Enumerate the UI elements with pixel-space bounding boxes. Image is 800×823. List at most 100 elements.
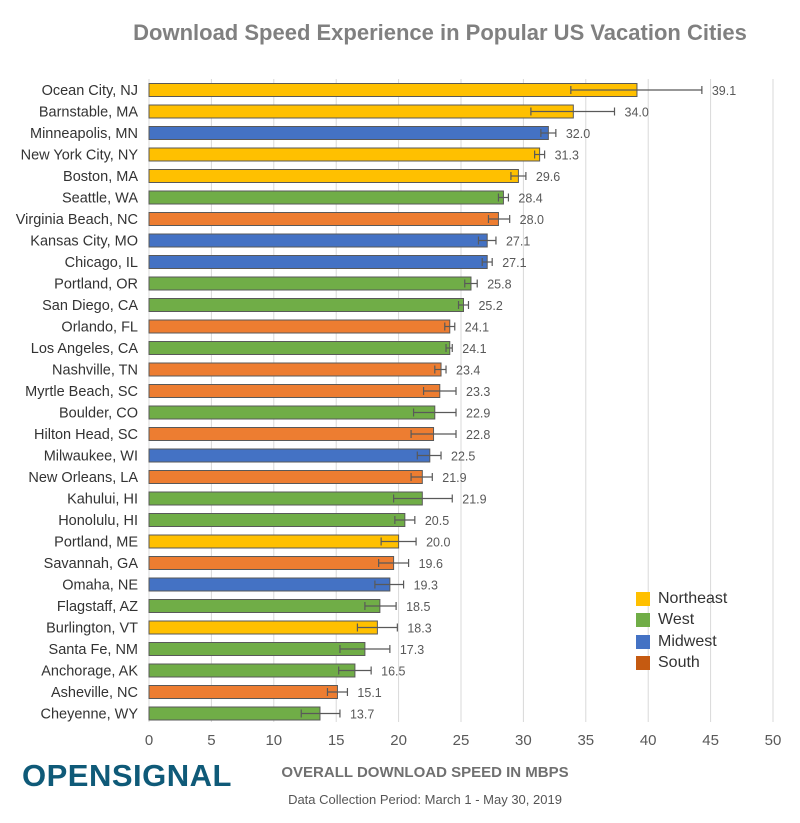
error-bar-kahului-hi: [393, 494, 453, 503]
bar-asheville-nc: [148, 685, 338, 699]
value-label-los-angeles-ca: 24.1: [462, 342, 486, 356]
category-label-kahului-hi: Kahului, HI: [67, 492, 138, 508]
x-tick-label: 0: [145, 732, 153, 749]
value-label-barnstable-ma: 34.0: [625, 106, 649, 120]
category-label-kansas-city-mo: Kansas City, MO: [30, 234, 138, 250]
bar-ocean-city-nj: [148, 83, 638, 97]
bar-san-diego-ca: [148, 298, 464, 312]
bar-milwaukee-wi: [148, 448, 431, 463]
bar-seattle-wa: [148, 190, 504, 205]
value-label-flagstaff-az: 18.5: [406, 600, 430, 614]
error-bar-new-york-city-ny: [534, 150, 546, 159]
error-bar-seattle-wa: [497, 193, 510, 202]
error-bar-new-orleans-la: [410, 473, 433, 481]
error-bar-ocean-city-nj: [570, 86, 703, 94]
legend-swatch-south: [636, 656, 650, 671]
x-tick-label: 5: [207, 732, 215, 749]
data-collection-note: Data Collection Period: March 1 - May 30…: [288, 792, 562, 807]
value-label-milwaukee-wi: 22.5: [451, 450, 475, 464]
value-label-cheyenne-wy: 13.7: [350, 708, 374, 722]
category-label-asheville-nc: Asheville, NC: [51, 685, 138, 701]
category-label-savannah-ga: Savannah, GA: [44, 556, 139, 572]
category-label-san-diego-ca: San Diego, CA: [42, 298, 138, 314]
bar-anchorage-ak: [148, 663, 356, 678]
x-tick-label: 30: [515, 732, 532, 749]
value-label-boulder-co: 22.9: [466, 407, 490, 421]
value-labels: 39.1 34.0 32.0 31.3 29.6 28.4 28.0 27.1 27.1 25.8…: [350, 84, 736, 722]
category-label-anchorage-ak: Anchorage, AK: [41, 664, 138, 680]
error-bar-boulder-co: [412, 408, 457, 417]
error-bar-los-angeles-ca: [445, 344, 453, 352]
bar-virginia-beach-nc: [148, 212, 499, 226]
error-bar-san-diego-ca: [457, 301, 470, 309]
category-label-omaha-ne: Omaha, NE: [62, 578, 138, 594]
error-bar-burlington-vt: [356, 623, 398, 632]
bars: [148, 83, 638, 721]
error-bar-myrtle-beach-sc: [422, 387, 457, 395]
category-label-virginia-beach-nc: Virginia Beach, NC: [16, 212, 138, 228]
error-bar-omaha-ne: [374, 580, 405, 589]
x-tick-label: 15: [328, 732, 345, 749]
category-label-milwaukee-wi: Milwaukee, WI: [44, 449, 138, 465]
x-tick-label: 45: [702, 732, 719, 749]
grid-lines: [148, 79, 774, 722]
x-tick-labels: 0 5 10 15 20 25 30 35 40 45 50: [145, 732, 782, 749]
category-label-flagstaff-az: Flagstaff, AZ: [57, 599, 138, 615]
bar-new-york-city-ny: [148, 147, 541, 162]
value-label-kansas-city-mo: 27.1: [506, 235, 530, 249]
legend-item-midwest: Midwest: [636, 631, 727, 653]
chart-title: Download Speed Experience in Popular US …: [133, 20, 747, 45]
value-label-portland-me: 20.0: [426, 536, 450, 550]
error-bar-kansas-city-mo: [477, 236, 497, 245]
bar-orlando-fl: [148, 319, 451, 334]
x-tick-label: 40: [640, 732, 657, 749]
error-bar-virginia-beach-nc: [487, 215, 511, 223]
bar-portland-me: [148, 534, 400, 549]
error-bar-milwaukee-wi: [416, 451, 442, 460]
legend-item-northeast: Northeast: [636, 588, 727, 610]
bar-nashville-tn: [148, 362, 442, 377]
bar-burlington-vt: [148, 620, 378, 635]
error-bar-boston-ma: [510, 172, 527, 180]
legend-label-west: West: [658, 611, 695, 629]
value-label-minneapolis-mn: 32.0: [566, 127, 590, 141]
value-label-portland-or: 25.8: [487, 278, 511, 292]
category-label-orlando-fl: Orlando, FL: [61, 320, 138, 336]
error-bar-cheyenne-wy: [300, 709, 341, 718]
category-label-myrtle-beach-sc: Myrtle Beach, SC: [25, 384, 138, 400]
legend-item-south: South: [636, 653, 727, 675]
value-label-honolulu-hi: 20.5: [425, 514, 449, 528]
bar-boston-ma: [148, 169, 519, 183]
x-tick-label: 50: [765, 732, 782, 749]
legend-swatch-west: [636, 613, 650, 628]
error-bar-flagstaff-az: [364, 602, 397, 610]
legend-label-midwest: Midwest: [658, 632, 717, 650]
legend-swatch-northeast: [636, 591, 650, 606]
error-bar-santa-fe-nm: [339, 645, 391, 653]
error-bar-chicago-il: [481, 258, 493, 266]
category-label-portland-or: Portland, OR: [54, 277, 138, 293]
legend-item-west: West: [636, 610, 727, 632]
bar-kansas-city-mo: [148, 233, 488, 248]
value-label-new-york-city-ny: 31.3: [555, 149, 579, 163]
error-bar-savannah-ga: [378, 559, 410, 567]
category-label-los-angeles-ca: Los Angeles, CA: [31, 341, 139, 357]
bar-portland-or: [148, 276, 472, 291]
bar-chicago-il: [148, 255, 488, 269]
category-label-boston-ma: Boston, MA: [63, 169, 138, 185]
x-tick-label: 25: [453, 732, 470, 749]
error-bar-orlando-fl: [444, 322, 456, 331]
x-tick-label: 20: [390, 732, 407, 749]
error-bar-asheville-nc: [326, 688, 349, 696]
value-label-savannah-ga: 19.6: [419, 557, 443, 571]
legend-swatch-midwest: [636, 634, 650, 649]
value-label-seattle-wa: 28.4: [518, 192, 542, 206]
value-label-asheville-nc: 15.1: [357, 686, 381, 700]
opensignal-logo: OPENSIGNAL: [22, 758, 232, 793]
value-label-omaha-ne: 19.3: [414, 579, 438, 593]
x-tick-label: 35: [577, 732, 594, 749]
error-bar-portland-me: [380, 537, 417, 546]
bar-santa-fe-nm: [148, 642, 366, 656]
bar-myrtle-beach-sc: [148, 384, 441, 398]
